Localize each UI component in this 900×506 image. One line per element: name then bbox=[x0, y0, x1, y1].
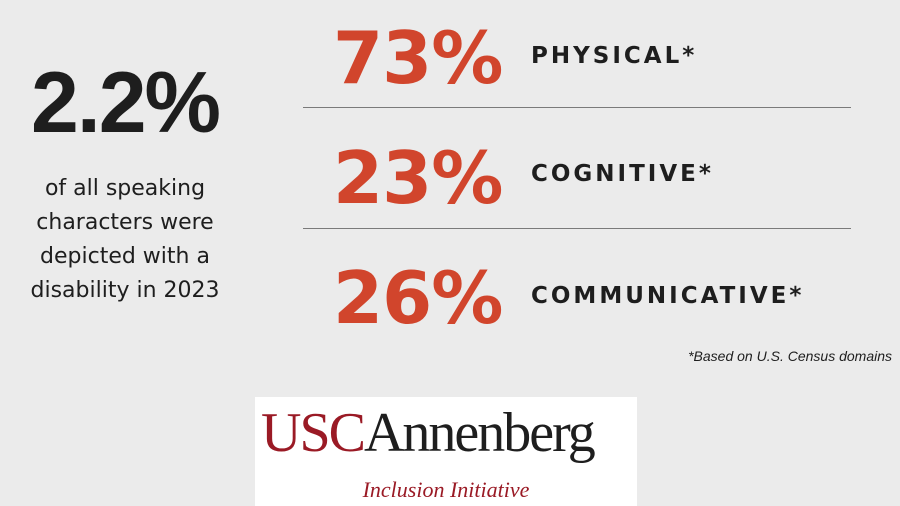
logo-wordmark: USCAnnenberg bbox=[261, 402, 596, 464]
logo-subtitle: Inclusion Initiative bbox=[362, 477, 530, 502]
headline-description: of all speaking characters were depicted… bbox=[0, 172, 250, 308]
description-line: of all speaking bbox=[44, 176, 206, 201]
description-line: disability in 2023 bbox=[30, 278, 220, 304]
stat-label: COGNITIVE* bbox=[531, 161, 714, 187]
stat-row-physical: 73% PHYSICAL* bbox=[303, 18, 851, 138]
stat-row-communicative: 26% COMMUNICATIVE* bbox=[303, 258, 851, 378]
logo-usc: USC bbox=[261, 402, 366, 464]
divider bbox=[303, 107, 851, 108]
stat-row-cognitive: 23% COGNITIVE* bbox=[303, 138, 851, 258]
stat-value: 73% bbox=[333, 16, 503, 100]
stat-value: 26% bbox=[333, 256, 503, 340]
description-line: depicted with a bbox=[40, 244, 210, 270]
description-line: characters were bbox=[36, 210, 214, 236]
usc-annenberg-logo: USCAnnenberg Inclusion Initiative bbox=[255, 397, 637, 506]
divider bbox=[303, 228, 851, 229]
stat-label: COMMUNICATIVE* bbox=[531, 283, 805, 309]
headline-stat: 2.2% bbox=[30, 55, 221, 151]
footnote: *Based on U.S. Census domains bbox=[688, 348, 892, 364]
stat-value: 23% bbox=[333, 136, 503, 220]
stat-label: PHYSICAL* bbox=[531, 43, 698, 69]
logo-annenberg: Annenberg bbox=[363, 402, 596, 464]
